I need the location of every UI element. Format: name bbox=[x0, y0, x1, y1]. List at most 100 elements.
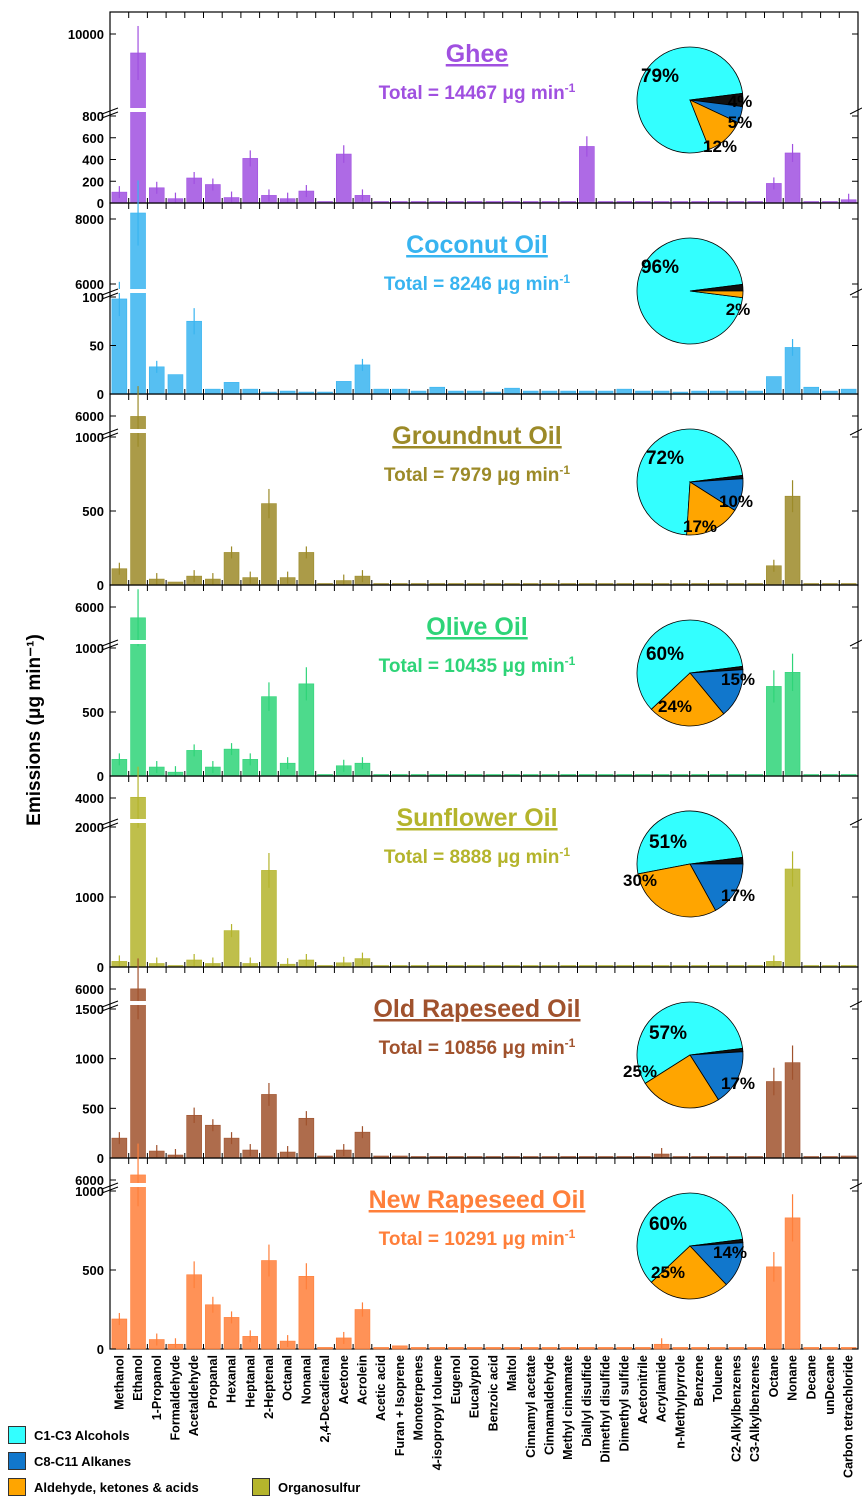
y-tick-label: 500 bbox=[82, 1101, 104, 1116]
bar bbox=[803, 1347, 820, 1350]
x-tick-label: Benzene bbox=[692, 1355, 706, 1406]
legend-swatch bbox=[8, 1452, 26, 1470]
panel-total-sup: -1 bbox=[559, 272, 570, 286]
y-tick-label: 10000 bbox=[68, 27, 104, 42]
x-tick-label: Dimethyl sulfide bbox=[617, 1355, 631, 1452]
bar bbox=[205, 388, 221, 395]
panel-title: Ghee bbox=[446, 40, 509, 68]
y-tick-label: 1000 bbox=[75, 890, 104, 905]
pie-slice bbox=[650, 672, 725, 727]
pie-label: 72% bbox=[646, 448, 684, 469]
pie-label: 17% bbox=[721, 1074, 755, 1093]
pie-slice bbox=[689, 99, 739, 150]
axis-break-mark bbox=[101, 1004, 119, 1012]
y-tick-label: 600 bbox=[82, 131, 104, 146]
y-tick-label: 2000 bbox=[75, 820, 104, 835]
pie-slice bbox=[636, 1192, 744, 1283]
x-tick-label: C3-Alkylbenzenes bbox=[748, 1355, 762, 1462]
panel-total-sup: -1 bbox=[559, 463, 570, 477]
y-tick-label: 0 bbox=[97, 578, 104, 593]
y-tick-label: 200 bbox=[82, 174, 104, 189]
panel-4: 0 1000 2000 4000 Sunflower Oil Total = 8888 μ… bbox=[75, 766, 862, 975]
x-tick-label: Toluene bbox=[711, 1355, 725, 1402]
pie-slice bbox=[689, 290, 744, 299]
panel-total: Total = 10856 μg min-1 bbox=[379, 1036, 576, 1059]
axis-break-gap bbox=[111, 108, 857, 112]
x-tick-label: Acetaldehyde bbox=[187, 1355, 201, 1436]
y-tick-label: 8000 bbox=[75, 212, 104, 227]
axis-break-mark bbox=[101, 1000, 119, 1008]
x-tick-label: Eugenol bbox=[449, 1355, 463, 1404]
pie-label: 4% bbox=[728, 92, 753, 111]
axis-break-gap bbox=[111, 429, 857, 433]
legend-label: Organosulfur bbox=[278, 1479, 361, 1495]
y-tick-label: 1000 bbox=[75, 430, 104, 445]
legend-label: C8-C11 Alkanes bbox=[34, 1453, 132, 1469]
x-tick-label: Ethanol bbox=[131, 1355, 145, 1401]
y-tick-label: 50 bbox=[90, 339, 104, 354]
panel-3: 0 500 1000 6000 Olive Oil Total = 10435 μg mi… bbox=[75, 584, 862, 784]
x-tick-label: Acetonitrile bbox=[636, 1355, 650, 1424]
panel-total: Total = 8888 μg min-1 bbox=[384, 845, 570, 868]
axis-break-mark bbox=[849, 107, 862, 115]
bar bbox=[242, 388, 259, 395]
pie-slice bbox=[636, 1001, 744, 1084]
bar bbox=[485, 1347, 502, 1350]
pie-label: 30% bbox=[623, 871, 657, 890]
axis-break-gap bbox=[111, 289, 857, 293]
bar bbox=[448, 1347, 464, 1350]
pie-label: 10% bbox=[719, 492, 753, 511]
pie-label: 12% bbox=[703, 137, 737, 156]
y-tick-label: 500 bbox=[82, 504, 104, 519]
x-tick-label: Furan + Isoprene bbox=[393, 1355, 407, 1456]
legend-swatch bbox=[8, 1426, 26, 1444]
x-tick-label: 1-Propanol bbox=[150, 1355, 164, 1420]
pie-label: 5% bbox=[728, 113, 753, 132]
bar bbox=[840, 388, 857, 395]
bar bbox=[335, 381, 352, 395]
pie-label: 17% bbox=[683, 517, 717, 536]
bar bbox=[747, 1347, 763, 1350]
axis-break-mark bbox=[849, 818, 862, 826]
legend-item-organosulfur: Organosulfur bbox=[252, 1474, 360, 1500]
axis-break-mark bbox=[101, 107, 119, 115]
y-axis-label: Emissions (μg min⁻¹) bbox=[24, 634, 45, 826]
bar bbox=[728, 1347, 745, 1350]
y-tick-label: 0 bbox=[97, 196, 104, 211]
panel-5: 0 500 1000 1500 6000 Old Rapeseed Oil Total = … bbox=[75, 958, 862, 1166]
bar bbox=[579, 1347, 595, 1350]
bar bbox=[392, 1345, 408, 1350]
legend-item-alcohols: C1-C3 Alcohols bbox=[8, 1422, 199, 1448]
panel-title: New Rapeseed Oil bbox=[369, 1186, 586, 1214]
panel-title: Coconut Oil bbox=[406, 231, 548, 259]
legend-label: Aldehyde, ketones & acids bbox=[34, 1479, 199, 1495]
bar bbox=[616, 1347, 633, 1350]
x-tick-label: Heptanal bbox=[243, 1355, 257, 1408]
x-tick-label: Hexanal bbox=[225, 1355, 239, 1403]
axis-break-gap bbox=[111, 819, 857, 823]
y-tick-label: 100 bbox=[82, 290, 104, 305]
y-tick-label: 0 bbox=[97, 960, 104, 975]
axis-break-mark bbox=[101, 1186, 119, 1194]
x-tick-label: Methyl cinnamate bbox=[561, 1355, 575, 1460]
bar bbox=[429, 386, 446, 395]
x-tick-label: 2,4-Decadienal bbox=[318, 1355, 332, 1443]
y-tick-label: 6000 bbox=[75, 409, 104, 424]
x-tick-label: Monoterpenes bbox=[412, 1355, 426, 1440]
y-tick-label: 0 bbox=[97, 387, 104, 402]
pie-slice bbox=[689, 669, 744, 715]
y-tick-label: 4000 bbox=[75, 791, 104, 806]
panel-total: Total = 7979 μg min-1 bbox=[384, 463, 570, 486]
panel-total-sup: -1 bbox=[565, 654, 576, 668]
y-tick-label: 1000 bbox=[75, 1184, 104, 1199]
x-tick-label: Nonanal bbox=[299, 1355, 313, 1404]
panel-2: 0 500 1000 6000 Groundnut Oil Total = 7979 μg… bbox=[75, 386, 862, 593]
bar bbox=[635, 1347, 651, 1350]
pie-slice bbox=[636, 810, 744, 875]
y-tick-label: 6000 bbox=[75, 1173, 104, 1188]
x-tick-label: Carbon tetrachloride bbox=[842, 1355, 856, 1478]
y-tick-label: 500 bbox=[82, 1263, 104, 1278]
x-tick-label: Propanal bbox=[206, 1355, 220, 1409]
bar bbox=[766, 376, 782, 395]
